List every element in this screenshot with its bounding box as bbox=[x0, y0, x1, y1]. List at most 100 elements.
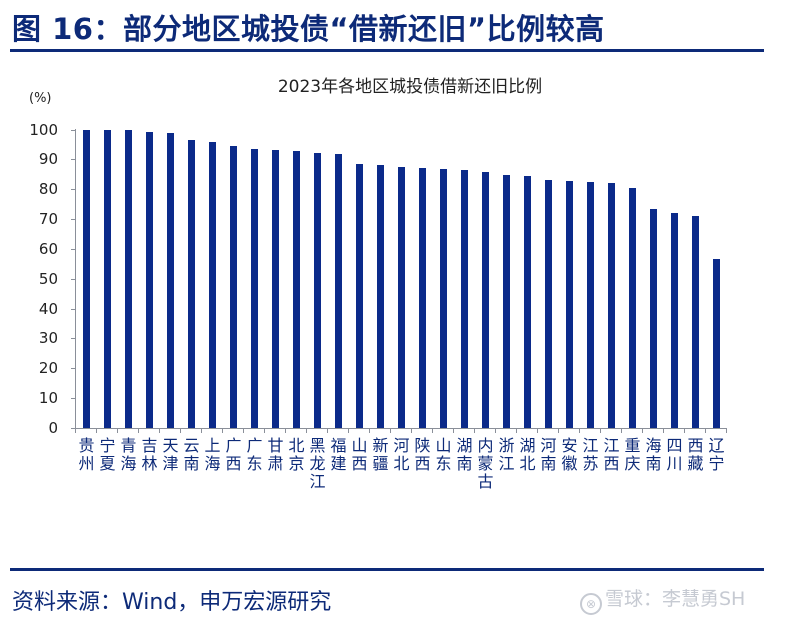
x-tick bbox=[495, 428, 496, 433]
bar bbox=[377, 165, 384, 428]
x-tick-label: 海南 bbox=[645, 436, 662, 473]
x-tick bbox=[621, 428, 622, 433]
bar bbox=[650, 208, 657, 428]
bar bbox=[524, 175, 531, 428]
x-tick bbox=[180, 428, 181, 433]
x-tick-label: 湖南 bbox=[456, 436, 473, 473]
figure-title: 图 16：部分地区城投债“借新还旧”比例较高 bbox=[12, 12, 605, 46]
x-tick bbox=[474, 428, 475, 433]
bar bbox=[629, 188, 636, 428]
y-tick-label: 30 bbox=[38, 329, 58, 348]
bar bbox=[167, 133, 174, 428]
x-tick bbox=[684, 428, 685, 433]
bar bbox=[272, 150, 279, 428]
x-tick-label: 江西 bbox=[603, 436, 620, 473]
x-tick-label: 四川 bbox=[666, 436, 683, 473]
bar bbox=[104, 129, 111, 428]
x-tick-label: 西藏 bbox=[687, 436, 704, 473]
bar bbox=[566, 181, 573, 428]
y-tick bbox=[71, 338, 75, 340]
y-tick bbox=[71, 248, 75, 250]
bar bbox=[335, 154, 342, 428]
y-tick bbox=[71, 428, 75, 429]
bar bbox=[209, 142, 216, 428]
x-tick bbox=[117, 428, 118, 433]
snowball-logo-icon: ⊗ bbox=[580, 593, 602, 615]
x-tick bbox=[264, 428, 265, 433]
y-tick-label: 70 bbox=[38, 210, 58, 229]
x-tick-label: 辽宁 bbox=[708, 436, 725, 473]
y-tick bbox=[71, 368, 75, 370]
x-tick-label: 新疆 bbox=[372, 436, 389, 473]
source-note: 资料来源：Wind，申万宏源研究 bbox=[12, 590, 332, 615]
y-tick-label: 0 bbox=[48, 419, 58, 437]
y-tick-label: 40 bbox=[38, 299, 58, 318]
y-tick bbox=[71, 129, 75, 131]
x-tick-label: 安徽 bbox=[561, 436, 578, 473]
y-tick bbox=[71, 278, 75, 280]
watermark-text: 雪球：李慧勇SH bbox=[605, 588, 746, 610]
y-tick-label: 50 bbox=[38, 269, 58, 288]
watermark: ⊗ 雪球：李慧勇SH bbox=[580, 584, 745, 615]
x-tick bbox=[642, 428, 643, 433]
x-tick-label: 宁夏 bbox=[99, 436, 116, 473]
bottom-rule bbox=[10, 568, 764, 571]
x-tick bbox=[159, 428, 160, 433]
x-tick-label: 青海 bbox=[120, 436, 137, 473]
chart-title: 2023年各地区城投债借新还旧比例 bbox=[277, 77, 543, 97]
x-tick-label: 重庆 bbox=[624, 436, 641, 473]
x-tick-label: 天津 bbox=[162, 436, 179, 473]
bar bbox=[419, 168, 426, 428]
x-tick-label: 贵州 bbox=[78, 436, 95, 473]
x-tick-label: 甘肃 bbox=[267, 436, 284, 473]
y-tick-label: 10 bbox=[38, 389, 58, 408]
x-tick-label: 山西 bbox=[351, 436, 368, 473]
y-tick-label: 60 bbox=[38, 239, 58, 258]
x-tick bbox=[306, 428, 307, 433]
x-tick-label: 广东 bbox=[246, 436, 263, 473]
y-tick bbox=[71, 308, 75, 310]
x-tick-label: 湖北 bbox=[519, 436, 536, 473]
y-tick-label: 90 bbox=[38, 150, 58, 169]
x-tick-label: 江苏 bbox=[582, 436, 599, 473]
x-tick bbox=[558, 428, 559, 433]
bar bbox=[398, 166, 405, 428]
y-tick-label: 100 bbox=[29, 120, 58, 139]
x-tick bbox=[285, 428, 286, 433]
x-tick bbox=[537, 428, 538, 433]
x-tick-label: 云南 bbox=[183, 436, 200, 473]
x-tick-label: 内蒙古 bbox=[477, 436, 494, 491]
bar bbox=[146, 131, 153, 428]
y-tick bbox=[71, 159, 75, 161]
y-tick bbox=[71, 219, 75, 221]
x-tick bbox=[348, 428, 349, 433]
y-tick bbox=[71, 398, 75, 400]
x-tick bbox=[96, 428, 97, 433]
y-tick bbox=[71, 189, 75, 191]
y-tick-label: 20 bbox=[38, 359, 58, 378]
bar bbox=[125, 129, 132, 428]
bar bbox=[545, 179, 552, 428]
x-tick bbox=[369, 428, 370, 433]
x-tick-label: 上海 bbox=[204, 436, 221, 473]
bar bbox=[440, 169, 447, 428]
x-tick bbox=[390, 428, 391, 433]
x-tick bbox=[705, 428, 706, 433]
x-tick-label: 福建 bbox=[330, 436, 347, 473]
x-tick bbox=[222, 428, 223, 433]
x-tick-label: 河北 bbox=[393, 436, 410, 473]
y-unit-label: (%) bbox=[29, 91, 52, 106]
bar bbox=[188, 139, 195, 428]
x-tick bbox=[663, 428, 664, 433]
bar bbox=[608, 183, 615, 428]
y-axis bbox=[75, 129, 76, 429]
top-rule bbox=[10, 49, 764, 52]
x-tick-label: 河南 bbox=[540, 436, 557, 473]
x-axis bbox=[75, 428, 727, 429]
bar bbox=[293, 150, 300, 428]
x-tick bbox=[243, 428, 244, 433]
bar bbox=[251, 148, 258, 428]
x-tick-label: 吉林 bbox=[141, 436, 158, 473]
x-tick bbox=[579, 428, 580, 433]
x-tick-label: 山东 bbox=[435, 436, 452, 473]
